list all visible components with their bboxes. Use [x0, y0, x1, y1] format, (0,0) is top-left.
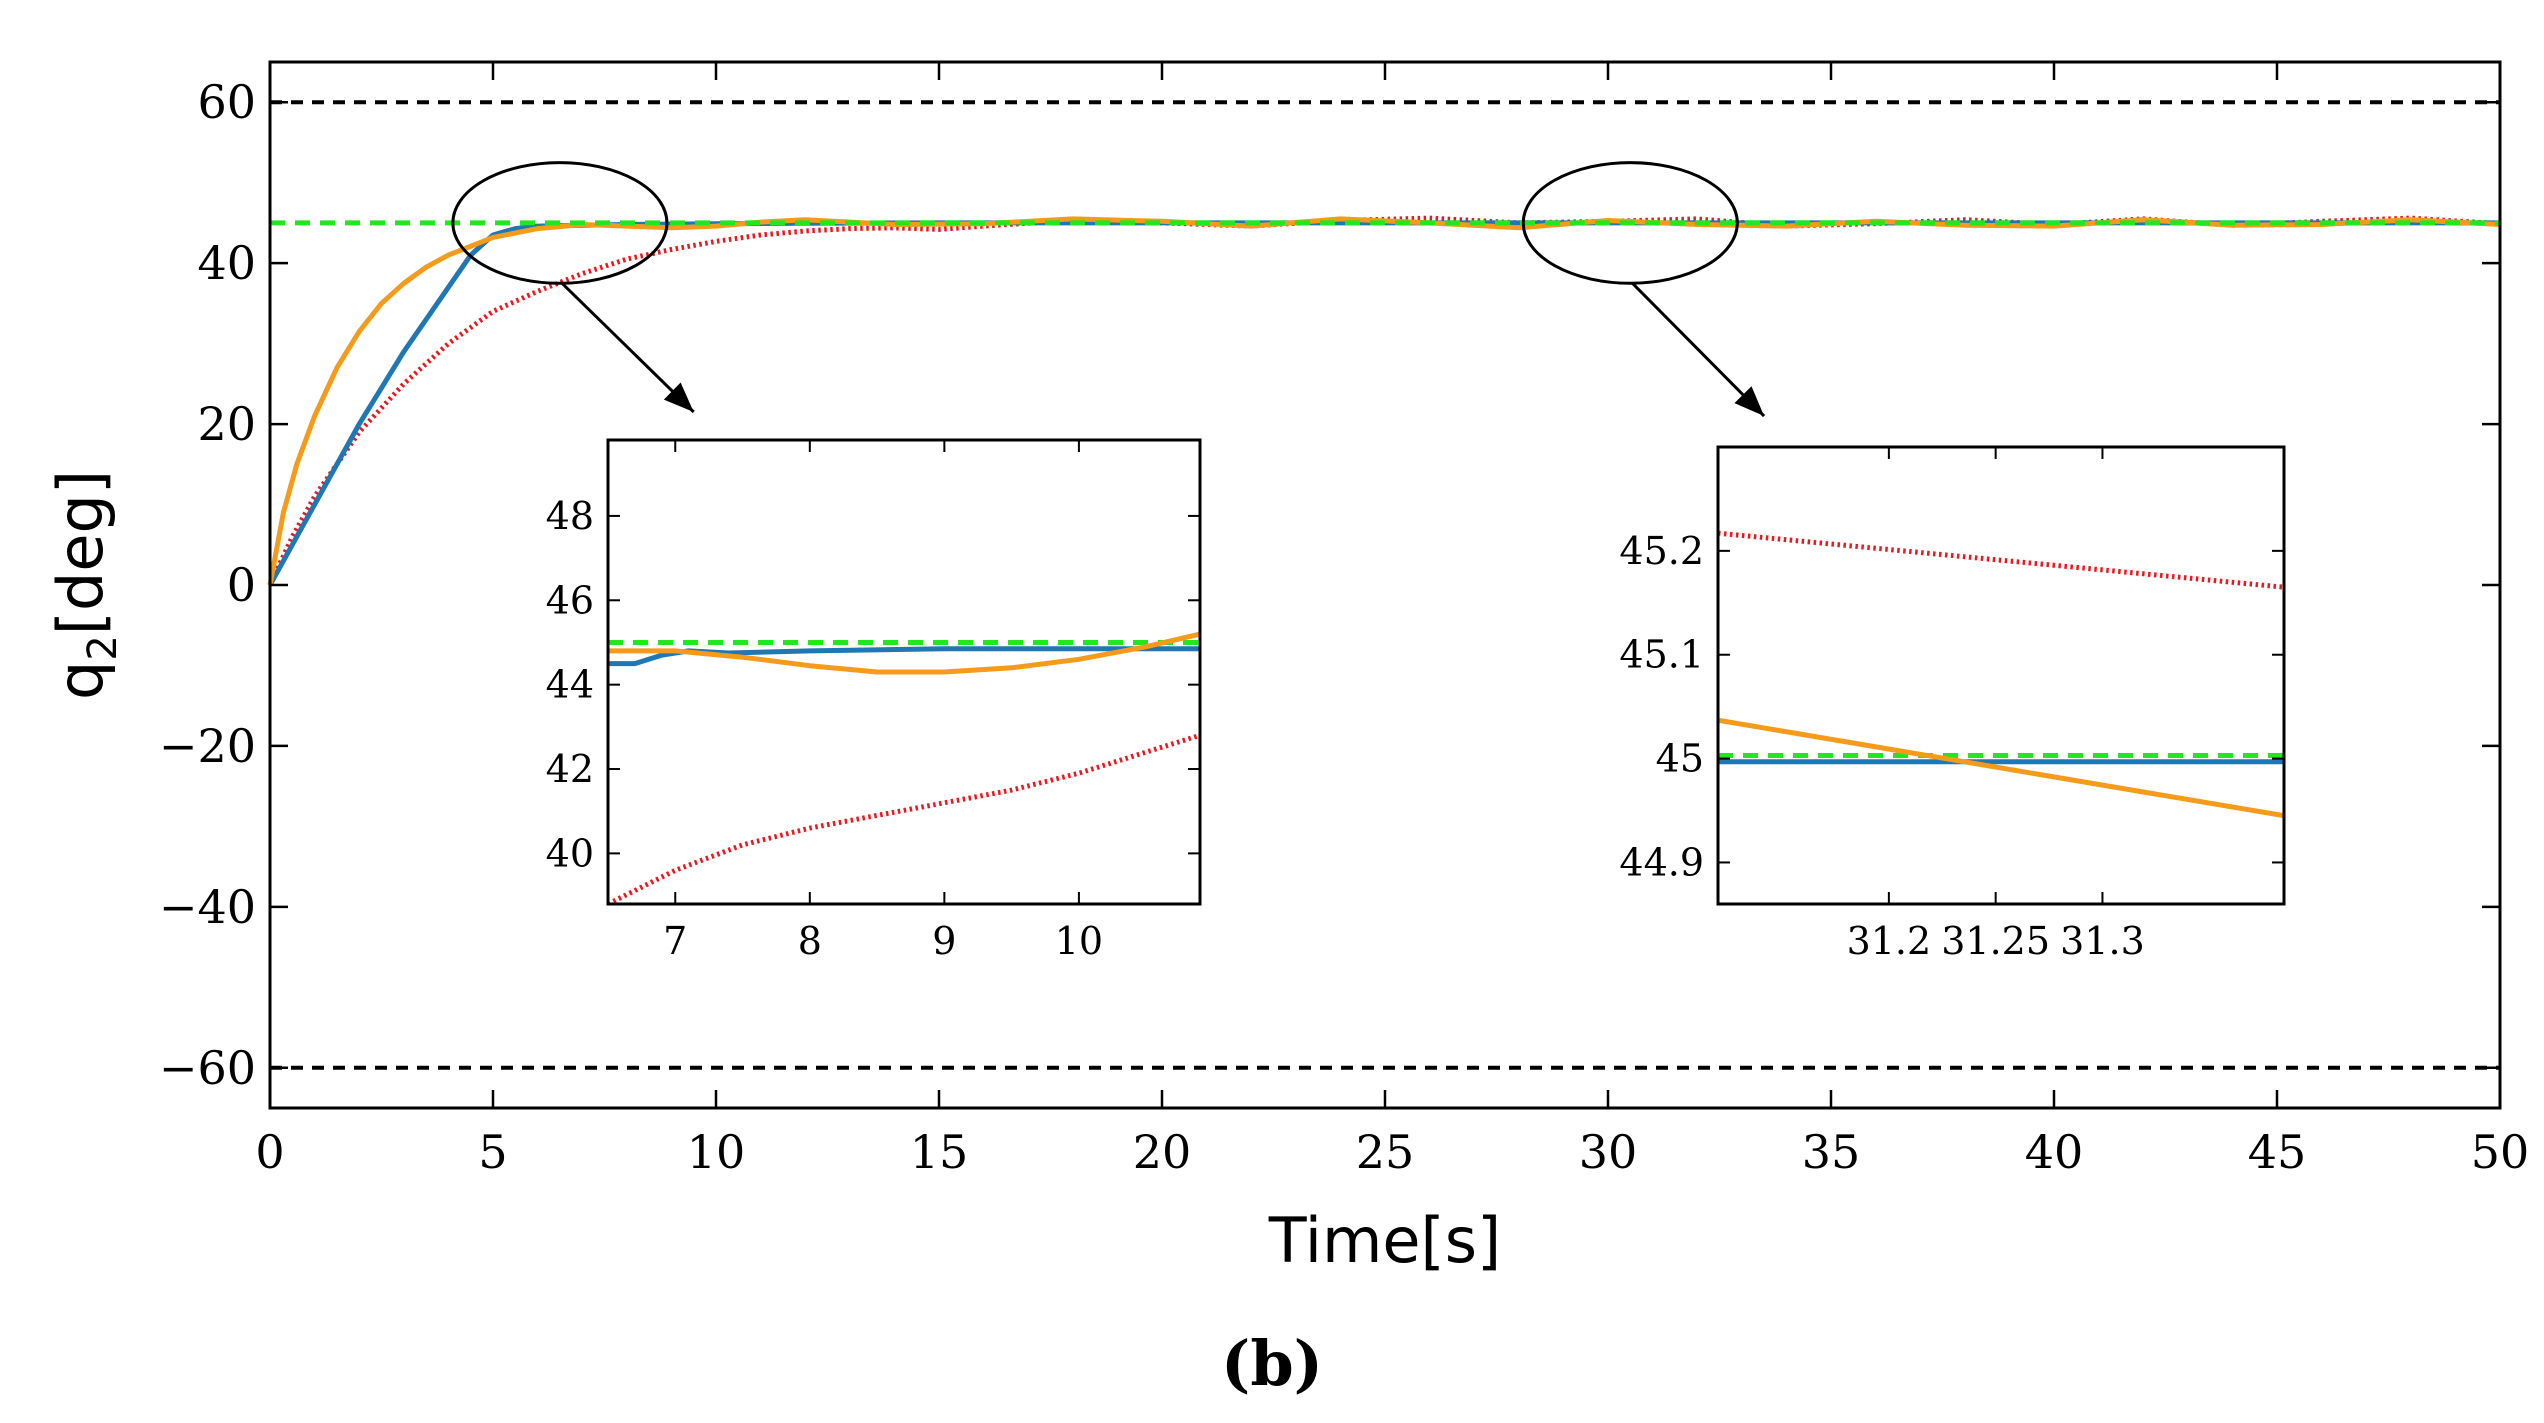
- zoom-2-background: [1718, 447, 2284, 904]
- zoom-arrow-2: [1631, 282, 1766, 418]
- x-tick-label: 25: [1356, 1125, 1415, 1179]
- x-tick-label: 15: [910, 1125, 969, 1179]
- zoom-1-x-tick-label: 9: [932, 919, 956, 963]
- y-axis-title-sub: 2: [80, 635, 126, 660]
- zoom-2-series-red-line: [1718, 530, 2284, 590]
- x-tick-label: 45: [2248, 1125, 2307, 1179]
- main-series-group: [267, 215, 2501, 587]
- y-tick-label: −40: [159, 880, 256, 934]
- y-axis-title: q2[deg]: [44, 470, 126, 700]
- x-tick-label: 5: [478, 1125, 507, 1179]
- zoom-arrow-head-2: [1734, 386, 1765, 417]
- main-limit-lines: [270, 100, 2500, 1070]
- x-tick-label: 30: [1579, 1125, 1638, 1179]
- zoom-annotations: [451, 161, 1766, 418]
- x-axis-title: Time[s]: [1268, 1204, 1501, 1277]
- y-axis-title-main: q: [44, 661, 117, 700]
- x-tick-label: 35: [1802, 1125, 1861, 1179]
- zoom-1-inset: 7 8 9 10 40 42 44 46 48: [546, 438, 1202, 963]
- zoom-2-inset: 31.2 31.25 31.3 44.9 45 45.1 45.2: [1619, 445, 2286, 963]
- zoom-1-frame: [606, 438, 1202, 906]
- y-tick-label: 40: [197, 236, 256, 290]
- y-axis-title-tail: [deg]: [44, 470, 117, 635]
- zoom-1-y-tick-label: 46: [546, 578, 594, 622]
- x-tick-label: 10: [687, 1125, 746, 1179]
- zoom-2-x-tick-label: 31.3: [2060, 919, 2145, 963]
- series-orange-line: [267, 216, 2501, 586]
- zoom-1-y-tick-label: 40: [546, 831, 594, 875]
- zoom-1-x-tick-label: 7: [663, 919, 687, 963]
- zoom-2-y-tick-label: 45.1: [1619, 633, 1704, 677]
- zoom-1-series-blue-line: [608, 646, 1200, 667]
- y-tick-label: −60: [159, 1041, 256, 1095]
- y-tick-label: 60: [197, 75, 256, 129]
- zoom-1-series-group: [608, 631, 1200, 904]
- zoom-1-y-tick-label: 44: [546, 663, 594, 707]
- zoom-2-y-tick-label: 44.9: [1619, 840, 1704, 884]
- y-tick-label: 0: [227, 558, 256, 612]
- main-axis-ticks: 0 5 10 15 20 25 30 35 40 45 50 60 40 20 0 −20 −40 −60: [159, 62, 2529, 1179]
- y-tick-label: 20: [197, 397, 256, 451]
- panel-label: (b): [1221, 1327, 1323, 1400]
- zoom-1-y-tick-label: 48: [546, 494, 594, 538]
- y-tick-label: −20: [159, 719, 256, 773]
- zoom-ellipse-2: [1521, 161, 1739, 285]
- x-tick-label: 40: [2025, 1125, 2084, 1179]
- zoom-arrow-1: [560, 282, 695, 414]
- zoom-ellipse-1: [451, 161, 669, 285]
- zoom-1-x-tick-label: 8: [798, 919, 822, 963]
- zoom-2-x-tick-label: 31.25: [1941, 919, 2050, 963]
- zoom-2-x-tick-label: 31.2: [1847, 919, 1932, 963]
- zoom-2-y-tick-label: 45: [1656, 737, 1704, 781]
- zoom-2-series-orange-line: [1718, 717, 2284, 819]
- inset-group: 7 8 9 10 40 42 44 46 48 31.2 31.25 31.3 44.9 45 45.1 45…: [546, 438, 2286, 963]
- zoom-2-y-tick-label: 45.2: [1619, 529, 1704, 573]
- zoom-2-series-group: [1718, 530, 2284, 819]
- zoom-1-x-tick-label: 10: [1055, 919, 1103, 963]
- x-tick-label: 0: [255, 1125, 284, 1179]
- zoom-arrow-head-1: [663, 382, 694, 413]
- x-tick-label: 50: [2471, 1125, 2530, 1179]
- x-tick-label: 20: [1133, 1125, 1192, 1179]
- zoom-1-series-orange-line: [608, 631, 1200, 675]
- zoom-1-series-red-line: [608, 732, 1200, 904]
- zoom-1-y-tick-label: 42: [546, 747, 594, 791]
- zoom-2-frame: [1716, 445, 2286, 906]
